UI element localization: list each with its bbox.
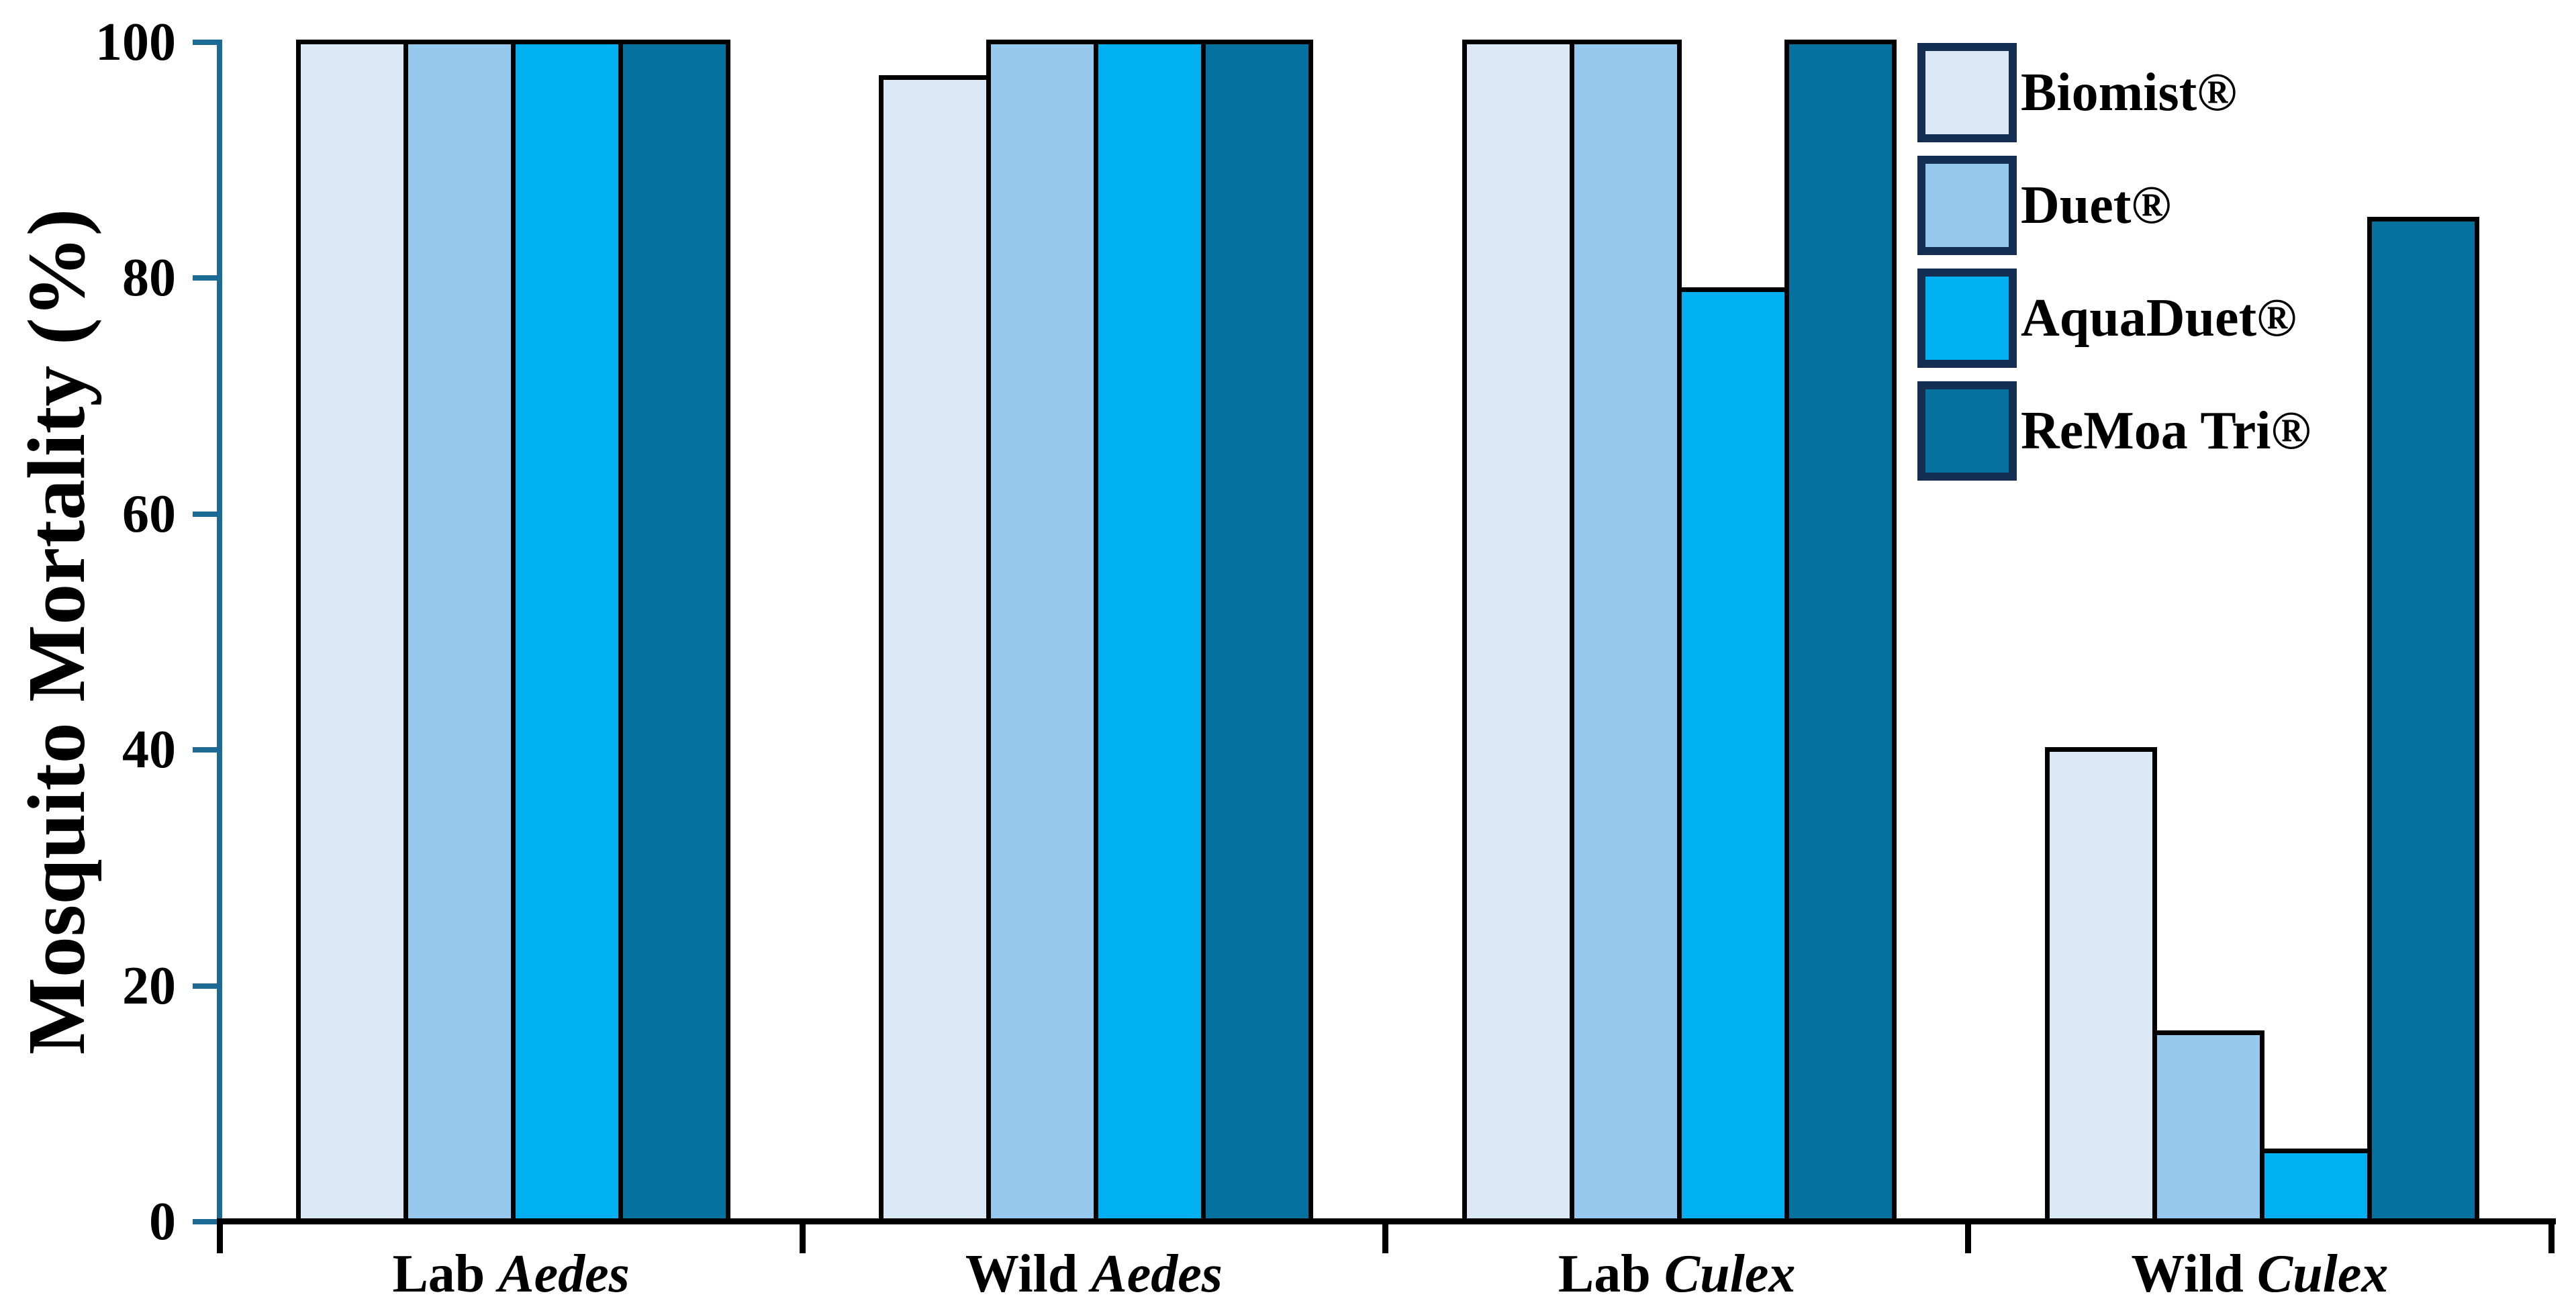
y-axis-title: Mosquito Mortality (%) xyxy=(11,208,102,1055)
bar-wild-culex-2 xyxy=(2152,1030,2264,1224)
legend-label-3: AquaDuet® xyxy=(2021,289,2297,348)
x-category-label-wild-aedes: Wild Aedes xyxy=(805,1241,1382,1308)
legend-swatch-4 xyxy=(1917,381,2017,481)
category-species: Culex xyxy=(2256,1245,2389,1304)
y-axis-line xyxy=(217,40,222,1224)
x-category-label-lab-aedes: Lab Aedes xyxy=(222,1241,800,1308)
bar-wild-aedes-3 xyxy=(1094,40,1206,1224)
category-species: Aedes xyxy=(1091,1245,1223,1304)
bar-wild-culex-4 xyxy=(2367,216,2479,1224)
y-tick-mark xyxy=(193,747,220,753)
y-tick-label: 40 xyxy=(122,720,176,780)
bar-wild-culex-1 xyxy=(2044,747,2157,1224)
y-tick-label: 0 xyxy=(149,1192,176,1251)
y-tick-mark xyxy=(193,275,220,281)
category-prefix: Wild xyxy=(965,1245,1092,1304)
category-species: Aedes xyxy=(498,1245,630,1304)
y-tick-label: 80 xyxy=(122,248,176,308)
x-axis-tick-mark xyxy=(216,1218,223,1253)
y-tick-label: 100 xyxy=(95,13,176,72)
x-category-label-lab-culex: Lab Culex xyxy=(1388,1241,1966,1308)
legend-swatch-3 xyxy=(1917,269,2017,368)
bar-lab-aedes-2 xyxy=(403,40,516,1224)
x-axis-tick-mark xyxy=(1965,1218,1972,1253)
bar-lab-culex-4 xyxy=(1784,40,1897,1224)
legend-label-4: ReMoa Tri® xyxy=(2021,401,2311,460)
x-axis-tick-mark xyxy=(1382,1218,1388,1253)
bar-wild-aedes-1 xyxy=(879,75,992,1224)
bar-lab-culex-1 xyxy=(1462,40,1574,1224)
y-tick-mark xyxy=(193,40,220,45)
x-axis-tick-mark xyxy=(799,1218,806,1253)
x-axis-tick-mark xyxy=(2548,1218,2555,1253)
legend-label-1: Biomist® xyxy=(2021,63,2237,122)
y-tick-mark xyxy=(193,511,220,517)
y-tick-label: 20 xyxy=(122,956,176,1016)
category-prefix: Lab xyxy=(392,1245,499,1304)
bar-lab-aedes-4 xyxy=(618,40,731,1224)
legend-swatch-1 xyxy=(1917,43,2017,142)
bar-wild-aedes-4 xyxy=(1201,40,1314,1224)
bar-wild-culex-3 xyxy=(2259,1148,2372,1224)
y-tick-label: 60 xyxy=(122,484,176,544)
bar-lab-aedes-3 xyxy=(511,40,624,1224)
category-species: Culex xyxy=(1664,1245,1796,1304)
bar-lab-culex-3 xyxy=(1676,287,1789,1224)
y-tick-mark xyxy=(193,983,220,989)
legend-label-2: Duet® xyxy=(2021,176,2172,235)
category-prefix: Lab xyxy=(1558,1245,1664,1304)
legend-swatch-2 xyxy=(1917,156,2017,255)
bar-lab-culex-2 xyxy=(1569,40,1682,1224)
y-tick-mark xyxy=(193,1219,220,1224)
bar-lab-aedes-1 xyxy=(296,40,409,1224)
bar-wild-aedes-2 xyxy=(986,40,1099,1224)
category-prefix: Wild xyxy=(2131,1245,2257,1304)
x-category-label-wild-culex: Wild Culex xyxy=(1971,1241,2548,1308)
